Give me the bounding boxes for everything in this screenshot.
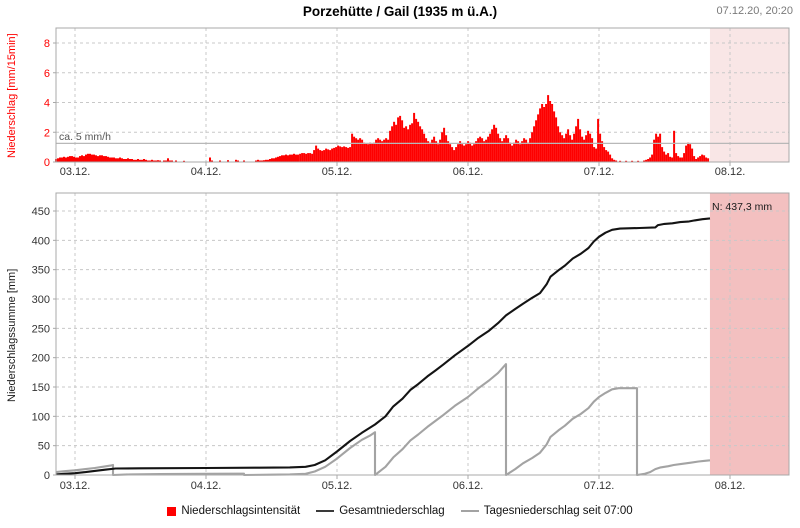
legend-label: Gesamtniederschlag bbox=[339, 505, 445, 517]
svg-text:04.12.: 04.12. bbox=[191, 166, 222, 178]
total-precip-line bbox=[55, 217, 711, 476]
svg-text:0: 0 bbox=[44, 470, 50, 482]
legend-label: Tagesniederschlag seit 07:00 bbox=[483, 505, 633, 517]
svg-text:150: 150 bbox=[32, 382, 50, 394]
total-precipitation-annotation: N: 437,3 mm bbox=[712, 201, 773, 213]
svg-text:07.12.: 07.12. bbox=[584, 166, 615, 178]
chart-title: Porzehütte / Gail (1935 m ü.A.) bbox=[302, 4, 498, 19]
intensity-chart: 0 2 4 6 8 03.12. 04.12. 05.12. 06.12. 07.12. 08.12… bbox=[44, 27, 790, 178]
svg-text:4: 4 bbox=[44, 98, 50, 110]
svg-text:450: 450 bbox=[32, 206, 50, 218]
svg-text:0: 0 bbox=[44, 157, 50, 169]
svg-text:06.12.: 06.12. bbox=[453, 166, 484, 178]
total-line-swatch-icon bbox=[316, 509, 335, 513]
svg-text:8: 8 bbox=[44, 38, 50, 50]
legend: Niederschlagsintensität Gesamtniederschl… bbox=[0, 505, 800, 517]
daily-line-swatch-icon bbox=[460, 509, 479, 513]
svg-text:200: 200 bbox=[32, 353, 50, 365]
daily-precip-line bbox=[55, 363, 711, 477]
sum-axis-title: Niederschlagssumme [mm] bbox=[6, 268, 18, 402]
intensity-swatch-icon bbox=[167, 506, 177, 516]
svg-text:6: 6 bbox=[44, 68, 50, 80]
intensity-axis-title: Niederschlag [mm/15min] bbox=[6, 33, 18, 159]
svg-text:300: 300 bbox=[32, 294, 50, 306]
svg-text:08.12.: 08.12. bbox=[715, 166, 746, 178]
svg-text:04.12.: 04.12. bbox=[191, 480, 222, 492]
threshold-label: ca. 5 mm/h bbox=[59, 131, 111, 143]
svg-text:08.12.: 08.12. bbox=[715, 480, 746, 492]
legend-label: Niederschlagsintensität bbox=[181, 505, 301, 517]
future-region bbox=[709, 28, 789, 162]
svg-text:350: 350 bbox=[32, 265, 50, 277]
svg-text:2: 2 bbox=[44, 127, 50, 139]
svg-text:05.12.: 05.12. bbox=[322, 480, 353, 492]
svg-text:400: 400 bbox=[32, 235, 50, 247]
svg-text:05.12.: 05.12. bbox=[322, 166, 353, 178]
svg-text:50: 50 bbox=[38, 441, 50, 453]
future-region bbox=[709, 193, 789, 475]
sum-chart: 0 50 100 150 200 250 300 350 400 450 03.12. 04.12. 0… bbox=[32, 192, 790, 492]
svg-text:03.12.: 03.12. bbox=[60, 166, 91, 178]
svg-text:06.12.: 06.12. bbox=[453, 480, 484, 492]
legend-item-daily: Tagesniederschlag seit 07:00 bbox=[460, 505, 633, 517]
legend-item-intensity: Niederschlagsintensität bbox=[167, 505, 300, 517]
svg-text:250: 250 bbox=[32, 323, 50, 335]
timestamp: 07.12.20, 20:20 bbox=[716, 5, 793, 17]
intensity-bars bbox=[55, 95, 710, 163]
svg-text:100: 100 bbox=[32, 411, 50, 423]
svg-text:07.12.: 07.12. bbox=[584, 480, 615, 492]
legend-item-total: Gesamtniederschlag bbox=[316, 505, 445, 517]
svg-text:03.12.: 03.12. bbox=[60, 480, 91, 492]
